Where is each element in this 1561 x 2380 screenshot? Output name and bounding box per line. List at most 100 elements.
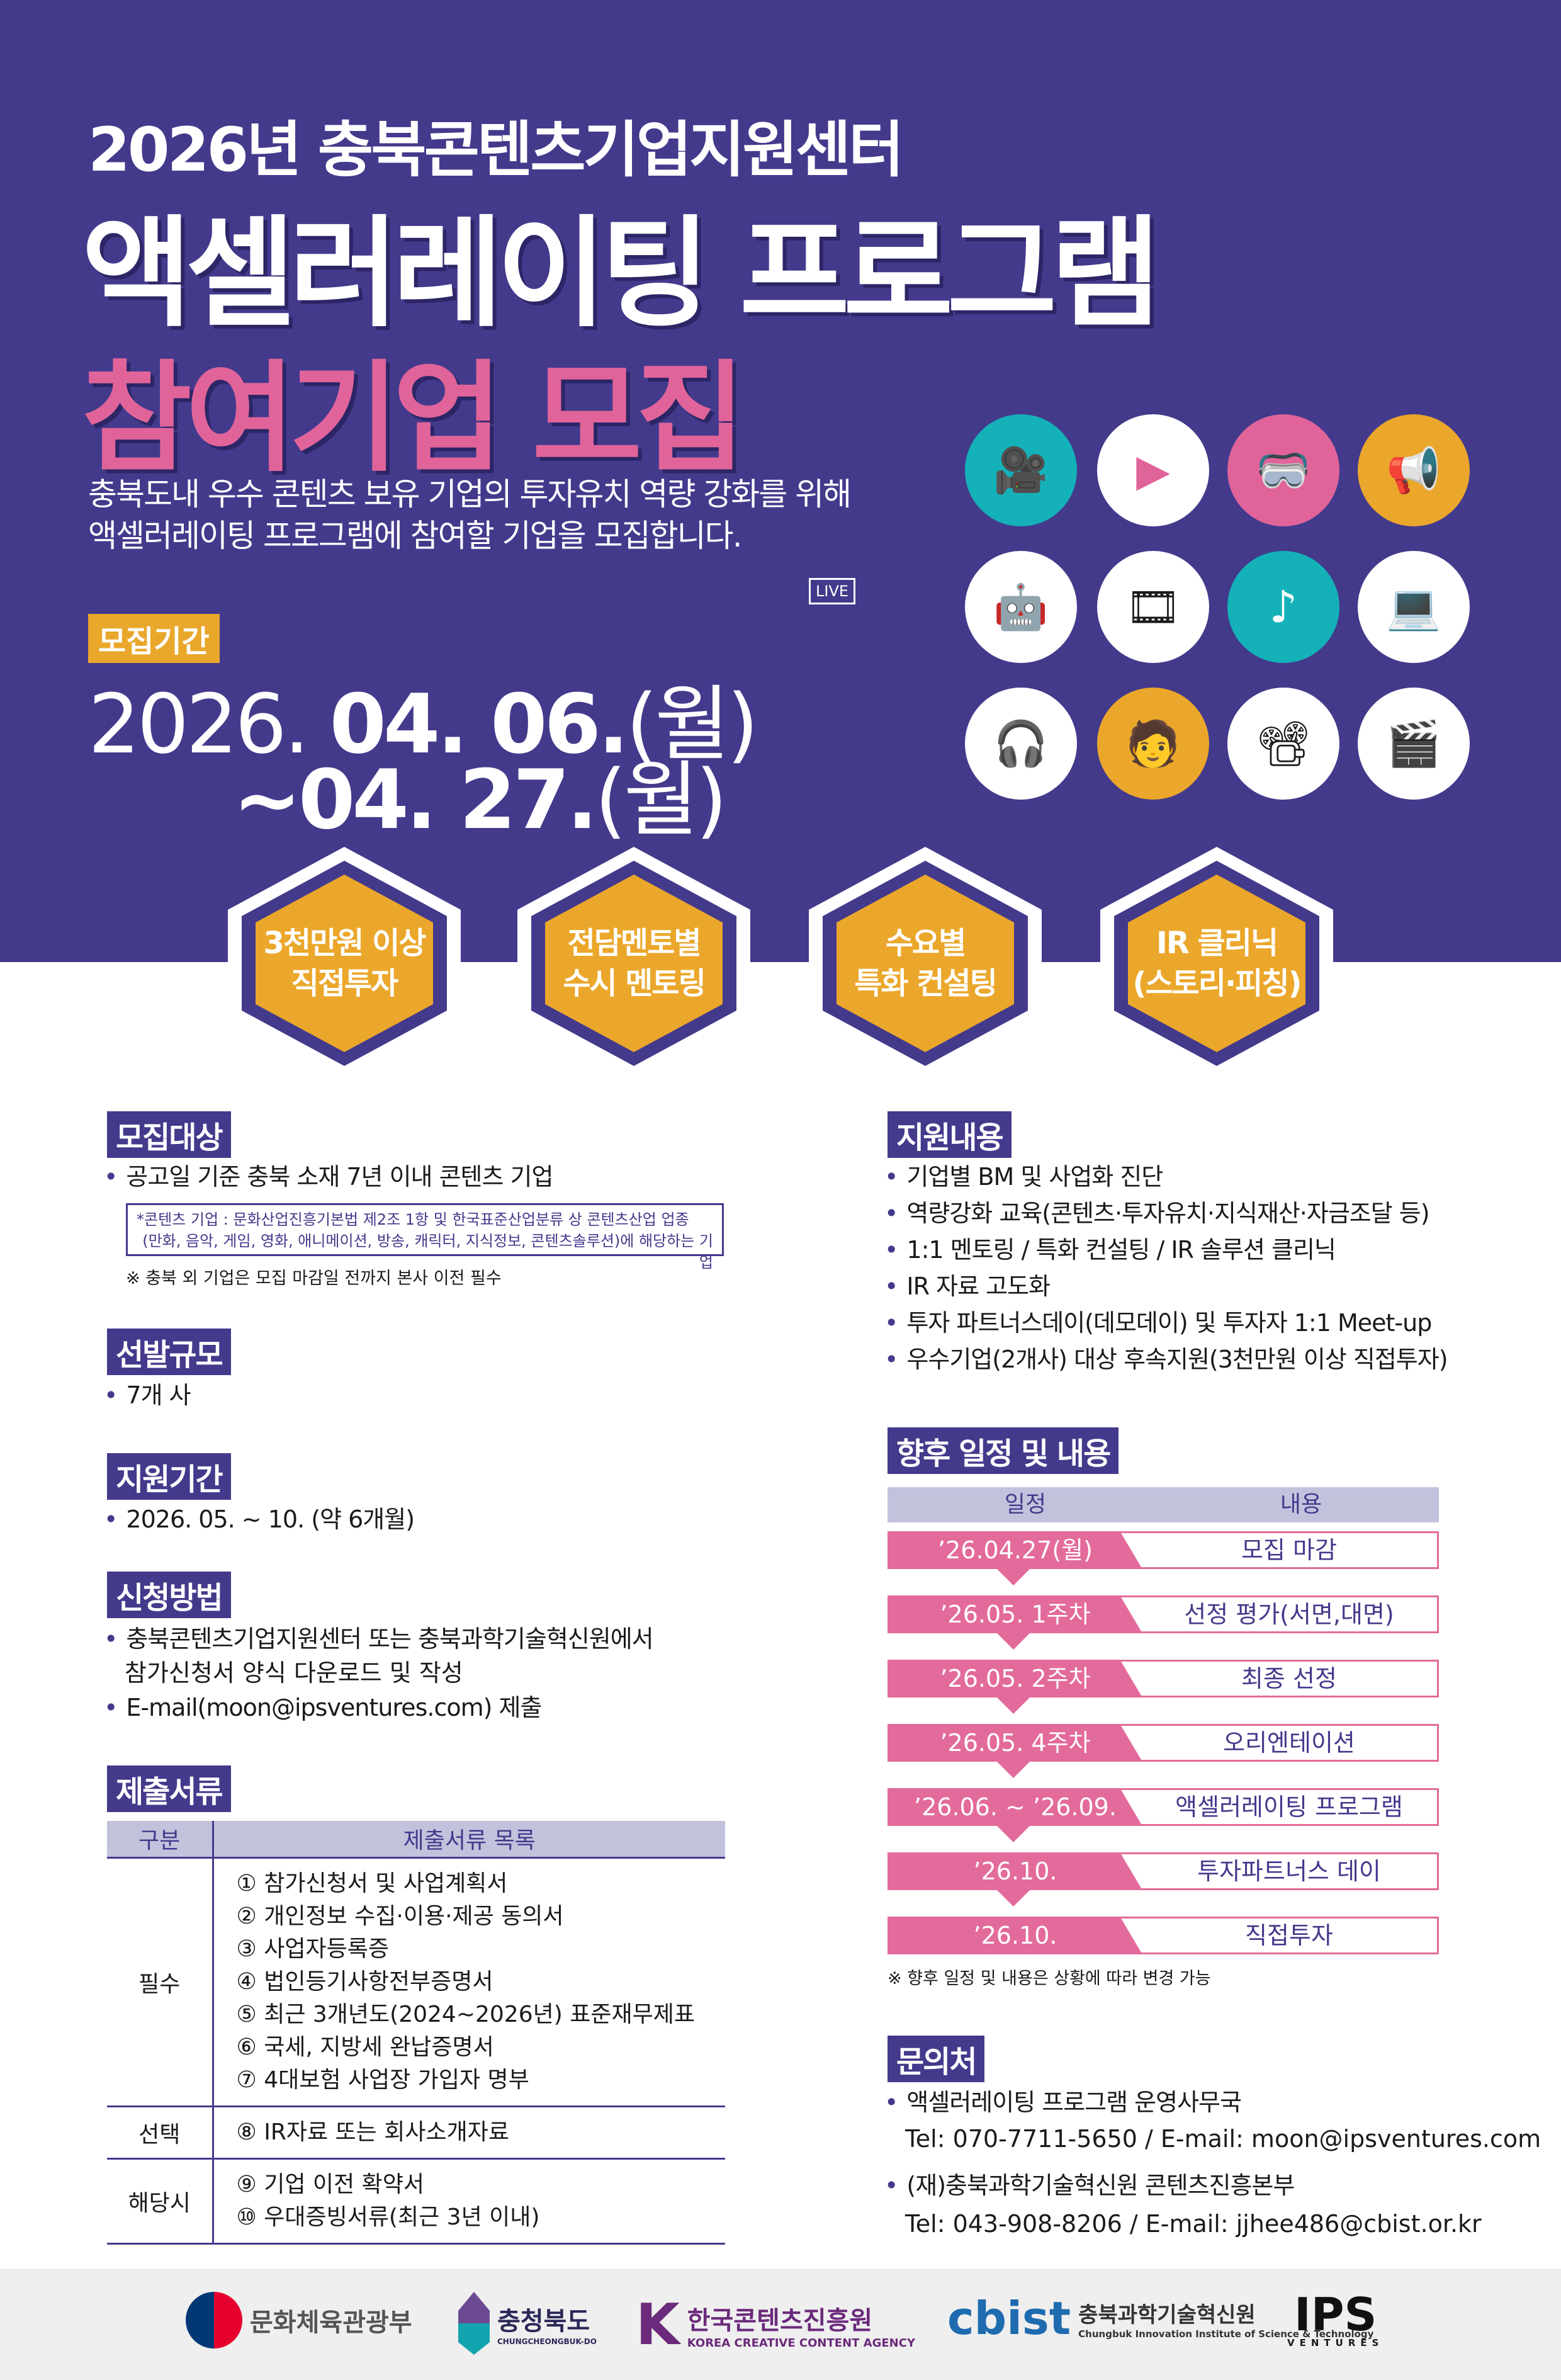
schedule-row: ’26.10. 투자파트너스 데이: [888, 1852, 1439, 1890]
documents-table: 구분 제출서류 목록 필수 ① 참가신청서 및 사업계획서 ② 개인정보 수집·이용…: [107, 1821, 725, 2245]
scale-bullet: 7개 사: [104, 1377, 191, 1414]
logo-subtext: VENTURES: [1287, 2337, 1384, 2349]
subtitle: 2026년 충북콘텐츠기업지원센터: [88, 115, 904, 185]
section-title-scale: 선발규모: [107, 1329, 231, 1375]
support-item: IR 자료 고도화: [884, 1268, 1448, 1305]
apply-email-bullet: E-mail(moon@ipsventures.com) 제출: [104, 1689, 542, 1726]
section-title-apply: 신청방법: [107, 1572, 231, 1618]
desc-line: 액셀러레이팅 프로그램에 참여할 기업을 모집합니다.: [88, 518, 742, 554]
headphones-icon: 🎧: [965, 688, 1077, 800]
note-line: (만화, 음악, 게임, 영화, 애니메이션, 방송, 캐릭터, 지식정보, 콘…: [142, 1232, 713, 1271]
clapperboard-icon: 🎬: [1358, 688, 1470, 800]
section-title-period: 지원기간: [107, 1453, 231, 1500]
weekday: (월): [594, 752, 728, 847]
schedule-date: ’26.05. 2주차: [889, 1662, 1141, 1696]
support-list: 기업별 BM 및 사업화 진단 역량강화 교육(콘텐츠·투자유치·지식재산·자금…: [884, 1159, 1448, 1378]
highlight-line: IR 클리닉: [1156, 926, 1278, 961]
projector-icon: 📽: [1227, 688, 1339, 800]
schedule-date: ’26.10.: [889, 1918, 1141, 1952]
doc-item: ① 참가신청서 및 사업계획서: [236, 1870, 508, 1896]
col-header: 구분: [107, 1821, 214, 1857]
highlight-line: 특화 컨설팅: [854, 966, 998, 1001]
doc-item: ④ 법인등기사항전부증명서: [236, 1968, 493, 1995]
section-title-schedule: 향후 일정 및 내용: [888, 1427, 1119, 1474]
schedule-row: ’26.10. 직접투자: [888, 1917, 1439, 1954]
laptop-person-icon: 💻: [1358, 551, 1470, 663]
main-title: 액셀러레이팅 프로그램: [82, 204, 1161, 343]
down-arrow-icon: [997, 1826, 1030, 1842]
contact-org: 액셀러레이팅 프로그램 운영사무국: [884, 2084, 1242, 2121]
category: 선택: [107, 2105, 214, 2158]
table-row: 해당시 ⑨ 기업 이전 확약서 ⑩ 우대증빙서류(최근 3년 이내): [107, 2157, 725, 2245]
schedule-content: 선정 평가(서면,대면): [1184, 1601, 1394, 1628]
doc-list: ⑨ 기업 이전 확약서 ⑩ 우대증빙서류(최근 3년 이내): [213, 2157, 725, 2245]
schedule-row: ’26.05. 4주차 오리엔테이션: [888, 1724, 1439, 1762]
period-badge: 모집기간: [88, 614, 220, 663]
main-title-pink: 참여기업 모집: [82, 349, 746, 488]
schedule-row: ’26.06. ~ ’26.09. 액셀러레이팅 프로그램: [888, 1788, 1439, 1826]
kocca-logo: K 한국콘텐츠진흥원 KOREA CREATIVE CONTENT AGENCY: [636, 2292, 915, 2358]
doc-item: ⑧ IR자료 또는 회사소개자료: [236, 2119, 509, 2145]
doc-item: ③ 사업자등록증: [236, 1935, 389, 1962]
taegeuk-icon: [186, 2292, 242, 2349]
doc-list: ① 참가신청서 및 사업계획서 ② 개인정보 수집·이용·제공 동의서 ③ 사업자등…: [213, 1856, 725, 2106]
highlight-line: (스토리·피칭): [1132, 966, 1302, 1001]
vr-person-icon: 🥽: [1227, 414, 1339, 526]
schedule-row: ’26.04.27(월) 모집 마감: [888, 1531, 1439, 1569]
col-header: 일정: [1004, 1492, 1047, 1517]
down-arrow-icon: [997, 1762, 1030, 1778]
highlight-line: 직접투자: [291, 966, 399, 1001]
down-arrow-icon: [997, 1569, 1030, 1585]
month-day: ~04. 27.: [233, 752, 598, 847]
camera-person-icon: 🎥: [965, 414, 1077, 526]
apply-bullet: 충북콘텐츠기업지원센터 또는 충북과학기술혁신원에서: [104, 1621, 653, 1657]
schedule-header: 일정 내용: [888, 1487, 1439, 1522]
logo-text: 충북과학기술혁신원: [1078, 2302, 1256, 2328]
category: 필수: [107, 1856, 214, 2106]
highlight-line: 수시 멘토링: [563, 966, 706, 1001]
table-row: 필수 ① 참가신청서 및 사업계획서 ② 개인정보 수집·이용·제공 동의서 ③ 사…: [107, 1856, 725, 2106]
doc-item: ⑩ 우대증빙서류(최근 3년 이내): [236, 2204, 540, 2230]
live-icon: LIVE: [809, 578, 856, 604]
note-line: *콘텐츠 기업 : 문화산업진흥기본법 제2조 1항 및 한국표준산업분류 상 …: [137, 1211, 689, 1228]
cbist-logo: cbist 충북과학기술혁신원 Chungbuk Innovation Instit…: [947, 2292, 1373, 2345]
support-item: 1:1 멘토링 / 특화 컨설팅 / IR 솔루션 클리닉: [884, 1232, 1448, 1268]
robot-icon: 🤖: [965, 551, 1077, 663]
chungbuk-logo: 충청북도 CHUNGCHEONGBUK-DO: [458, 2292, 597, 2355]
play-video-icon: ▶: [1097, 414, 1209, 526]
logo-subtext: KOREA CREATIVE CONTENT AGENCY: [687, 2337, 915, 2350]
schedule-content: 액셀러레이팅 프로그램: [1175, 1793, 1403, 1821]
contact-tel: Tel: 043-908-8206 / E-mail: jjhee486@cbi…: [905, 2210, 1482, 2238]
schedule-date: ’26.10.: [889, 1854, 1141, 1888]
logo-text: 한국콘텐츠진흥원: [687, 2306, 873, 2335]
section-title-docs: 제출서류: [107, 1765, 231, 1812]
doc-item: ⑨ 기업 이전 확약서: [236, 2171, 424, 2197]
footer: [0, 2269, 1561, 2380]
support-item: 기업별 BM 및 사업화 진단: [884, 1159, 1448, 1195]
doc-list: ⑧ IR자료 또는 회사소개자료: [213, 2105, 725, 2158]
schedule-date: ’26.05. 1주차: [889, 1597, 1141, 1631]
doc-item: ② 개인정보 수집·이용·제공 동의서: [236, 1903, 564, 1929]
film-reel-icon: 🎞: [1097, 551, 1209, 663]
highlight-line: 3천만원 이상: [263, 926, 427, 961]
highlight-line: 전담멘토별: [567, 926, 702, 961]
doc-item: ⑤ 최근 3개년도(2024~2026년) 표준재무제표: [236, 2001, 695, 2027]
start-date: 2026. 04. 06.(월): [88, 658, 758, 776]
down-arrow-icon: [997, 1890, 1030, 1907]
schedule-content: 모집 마감: [1241, 1536, 1337, 1564]
apply-bullet-cont: 참가신청서 양식 다운로드 및 작성: [125, 1659, 463, 1687]
schedule-row: ’26.05. 2주차 최종 선정: [888, 1660, 1439, 1697]
schedule-content: 투자파트너스 데이: [1197, 1857, 1381, 1885]
support-item: 우수기업(2개사) 대상 후속지원(3천만원 이상 직접투자): [884, 1341, 1448, 1378]
schedule-content: 오리엔테이션: [1223, 1729, 1355, 1757]
ips-logo: IPS VENTURES: [1287, 2292, 1383, 2349]
schedule-row: ’26.05. 1주차 선정 평가(서면,대면): [888, 1595, 1439, 1633]
schedule-content: 최종 선정: [1241, 1665, 1337, 1692]
target-bullet: 공고일 기준 충북 소재 7년 이내 콘텐츠 기업: [104, 1159, 553, 1195]
desc-line: 충북도내 우수 콘텐츠 보유 기업의 투자유치 역량 강화를 위해: [88, 476, 852, 513]
megaphone-icon: 📢: [1358, 414, 1470, 526]
section-title-contact: 문의처: [888, 2036, 985, 2082]
schedule-date: ’26.05. 4주차: [889, 1726, 1141, 1760]
